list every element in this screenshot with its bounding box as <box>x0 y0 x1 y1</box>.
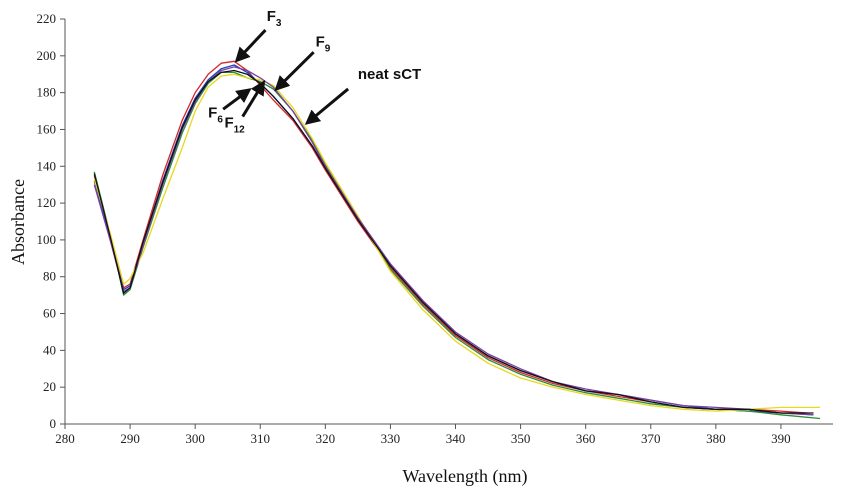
y-tick-label: 180 <box>37 85 57 100</box>
annotation-main: F <box>316 34 325 51</box>
axes: 0 20 40 60 80 100 120 140 160 180 200 220 280 290 300 3… <box>37 11 833 446</box>
y-tick-label: 60 <box>43 306 56 321</box>
annotation-main: neat sCT <box>358 66 421 83</box>
x-tick-label: 370 <box>641 431 661 446</box>
annotation-arrow <box>241 79 266 118</box>
y-tick-label: 120 <box>37 195 57 210</box>
x-tick-label: 350 <box>511 431 531 446</box>
y-axis-title: Absorbance <box>8 179 28 265</box>
annotation-subscript: 12 <box>234 125 246 136</box>
x-tick-label: 290 <box>120 431 140 446</box>
y-tick-label: 220 <box>37 11 57 26</box>
x-tick-label: 280 <box>55 431 75 446</box>
series-line-5 <box>93 66 814 416</box>
annotation-main: F <box>208 104 217 121</box>
annotation-arrow <box>274 51 315 92</box>
y-tick-label: 0 <box>50 416 57 431</box>
annotation-arrow <box>222 88 252 111</box>
y-tick-label: 40 <box>43 342 56 357</box>
x-tick-label: 320 <box>316 431 336 446</box>
y-tick-label: 160 <box>37 121 57 136</box>
annotation-label: F6 <box>208 104 223 125</box>
x-tick-label: 330 <box>381 431 401 446</box>
y-tick-label: 100 <box>37 232 57 247</box>
annotation-label: F12 <box>224 115 245 136</box>
annotation-subscript: 9 <box>325 44 331 55</box>
y-tick-label: 140 <box>37 158 57 173</box>
annotation-subscript: 6 <box>217 114 223 125</box>
x-tick-label: 390 <box>771 431 791 446</box>
x-tick-label: 360 <box>576 431 596 446</box>
annotation-label: F3 <box>267 8 282 29</box>
series-line-1 <box>93 60 808 414</box>
annotation-arrow <box>304 87 350 125</box>
y-tick-label: 20 <box>43 379 56 394</box>
series-layer <box>93 60 821 420</box>
series-line-6 <box>93 69 814 414</box>
x-tick-label: 300 <box>185 431 205 446</box>
x-axis-title: Wavelength (nm) <box>402 466 527 487</box>
y-tick-label: 200 <box>37 48 57 63</box>
annotation-arrow <box>234 29 267 63</box>
x-tick-label: 310 <box>251 431 271 446</box>
annotation-label: neat sCT <box>358 66 421 83</box>
annotation-main: F <box>267 8 276 25</box>
annotation-label: F9 <box>316 34 331 55</box>
x-tick-label: 380 <box>706 431 726 446</box>
y-tick-label: 80 <box>43 269 56 284</box>
series-line-3 <box>93 71 821 420</box>
series-line-4 <box>93 73 820 412</box>
x-tick-label: 340 <box>446 431 466 446</box>
annotation-main: F <box>224 115 233 132</box>
annotation-subscript: 3 <box>276 18 282 29</box>
series-line-2 <box>93 64 814 416</box>
